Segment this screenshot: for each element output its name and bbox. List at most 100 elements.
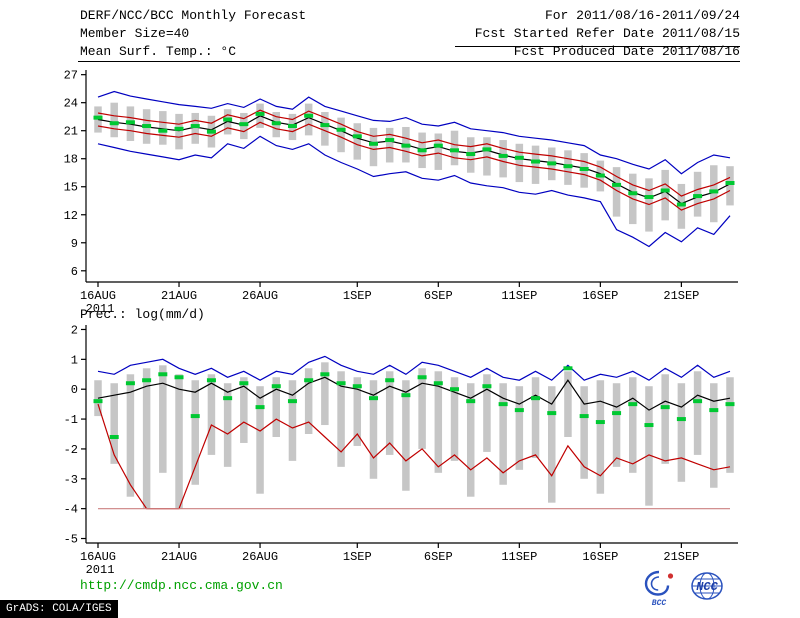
y-tick-label: 6 — [71, 265, 78, 279]
precipitation-axes — [81, 325, 738, 548]
spread-bar — [418, 368, 426, 449]
spread-bar — [369, 127, 378, 167]
spread-bar — [272, 377, 281, 437]
mean-surface-temperature-ensemble-min-line — [97, 135, 731, 248]
x-tick-label: 26AUG — [242, 550, 278, 564]
ncc-logo-label: NCC — [696, 580, 718, 594]
spread-bar — [175, 113, 183, 150]
bcc-logo-label: BCC — [651, 599, 667, 608]
spread-bar — [434, 371, 443, 473]
spread-bar — [661, 169, 669, 221]
x-tick-label: 1SEP — [343, 550, 372, 564]
y-tick-label: 15 — [64, 181, 78, 195]
spread-bar — [337, 371, 345, 467]
source-url-link[interactable]: http://cmdp.ncc.cma.gov.cn — [80, 578, 283, 593]
bcc-swirl-icon — [644, 570, 674, 596]
x-tick-label: 11SEP — [501, 289, 537, 303]
page-title: DERF/NCC/BCC Monthly Forecast — [80, 8, 307, 23]
spread-bar — [515, 386, 524, 470]
x-axis-year-label: 2011 — [86, 563, 115, 577]
precipitation-axis-labels: -5 -4 -3 -2 -1 0 1 2 16AUG 21AUG 26AUG 1SEP 6SEP 11SE… — [64, 323, 700, 577]
x-tick-label: 16SEP — [582, 289, 618, 303]
spread-bar — [207, 374, 216, 455]
precipitation-ensemble-median-dashes — [93, 366, 735, 439]
x-tick-label: 1SEP — [343, 289, 372, 303]
spread-bar — [159, 365, 167, 473]
spread-bar — [385, 371, 394, 455]
y-tick-label: -1 — [64, 413, 78, 427]
grads-credit-badge: GrADS: COLA/IGES — [0, 600, 118, 618]
ncc-globe-icon: NCC — [691, 572, 723, 600]
x-tick-label: 21SEP — [663, 550, 699, 564]
spread-bar — [547, 386, 556, 503]
spread-bar — [531, 377, 540, 458]
spread-bar — [710, 383, 718, 488]
precipitation-ensemble-min-line — [97, 403, 731, 510]
precipitation-chart: -5 -4 -3 -2 -1 0 1 2 16AUG 21AUG 26AUG 1SEP 6SEP 11SE… — [64, 323, 738, 577]
spread-bar — [353, 123, 362, 160]
y-tick-label: 9 — [71, 237, 78, 251]
y-tick-label: -5 — [64, 533, 78, 547]
spread-bar — [726, 166, 734, 206]
y-tick-label: 1 — [71, 353, 78, 367]
spread-bar — [612, 167, 621, 217]
precipitation-ensemble-mean-line — [97, 376, 731, 411]
forecast-range-label: For 2011/08/16-2011/09/24 — [544, 8, 740, 23]
spread-bar — [450, 130, 459, 166]
y-tick-label: 0 — [71, 383, 78, 397]
spread-bar — [483, 374, 491, 452]
ncc-logo: NCC — [684, 570, 730, 607]
temp-chart-title: Mean Surf. Temp.: °C — [80, 44, 237, 59]
spread-bar — [369, 380, 378, 479]
spread-bar — [110, 102, 118, 138]
spread-bar — [304, 103, 313, 136]
spread-bar — [321, 362, 329, 426]
spread-bar — [466, 383, 475, 497]
spread-bar — [288, 380, 297, 461]
y-tick-label: 24 — [64, 97, 78, 111]
y-tick-label: 18 — [64, 153, 78, 167]
spread-bar — [126, 374, 135, 497]
header-divider-full — [78, 61, 740, 62]
spread-bar — [223, 383, 232, 467]
x-tick-label: 6SEP — [424, 550, 453, 564]
mean-surface-temperature-ensemble-mean-line — [97, 115, 731, 205]
spread-bar — [402, 380, 410, 491]
mean-surface-temperature-axes — [81, 70, 738, 287]
prec-chart-title: Prec.: log(mm/d) — [80, 307, 205, 322]
spread-bar — [580, 386, 588, 479]
spread-bar — [515, 143, 524, 183]
x-tick-label: 6SEP — [424, 289, 453, 303]
spread-bar — [142, 368, 151, 509]
x-tick-label: 16AUG — [80, 550, 116, 564]
spread-bar — [645, 386, 653, 506]
header-divider-short — [455, 46, 740, 47]
bcc-logo: BCC — [640, 570, 678, 608]
precipitation-ensemble-max-line — [97, 355, 731, 381]
mean-surface-temperature-lower-quartile-line — [97, 121, 731, 211]
y-tick-label: -4 — [64, 503, 78, 517]
spread-bar — [304, 368, 313, 434]
header-left: DERF/NCC/BCC Monthly Forecast Member Siz… — [80, 7, 306, 61]
spread-bar — [353, 377, 362, 446]
y-tick-label: 27 — [64, 69, 78, 83]
y-tick-label: 12 — [64, 209, 78, 223]
x-tick-label: 16SEP — [582, 550, 618, 564]
mean-surface-temperature-ensemble-max-line — [97, 90, 731, 175]
spread-bar — [240, 377, 248, 443]
member-size-label: Member Size=40 — [80, 26, 190, 41]
x-tick-label: 21AUG — [161, 289, 197, 303]
mean-surface-temperature-upper-quartile-line — [97, 109, 731, 197]
x-tick-label: 21SEP — [663, 289, 699, 303]
spread-bar — [531, 145, 540, 184]
x-tick-label: 21AUG — [161, 550, 197, 564]
spread-bar — [693, 371, 702, 455]
spread-bar — [726, 377, 734, 473]
header-right: For 2011/08/16-2011/09/24 Fcst Started R… — [475, 7, 740, 61]
spread-bar — [321, 112, 329, 146]
spread-bar — [629, 377, 637, 473]
y-tick-label: 21 — [64, 125, 78, 139]
spread-bar — [612, 383, 621, 467]
